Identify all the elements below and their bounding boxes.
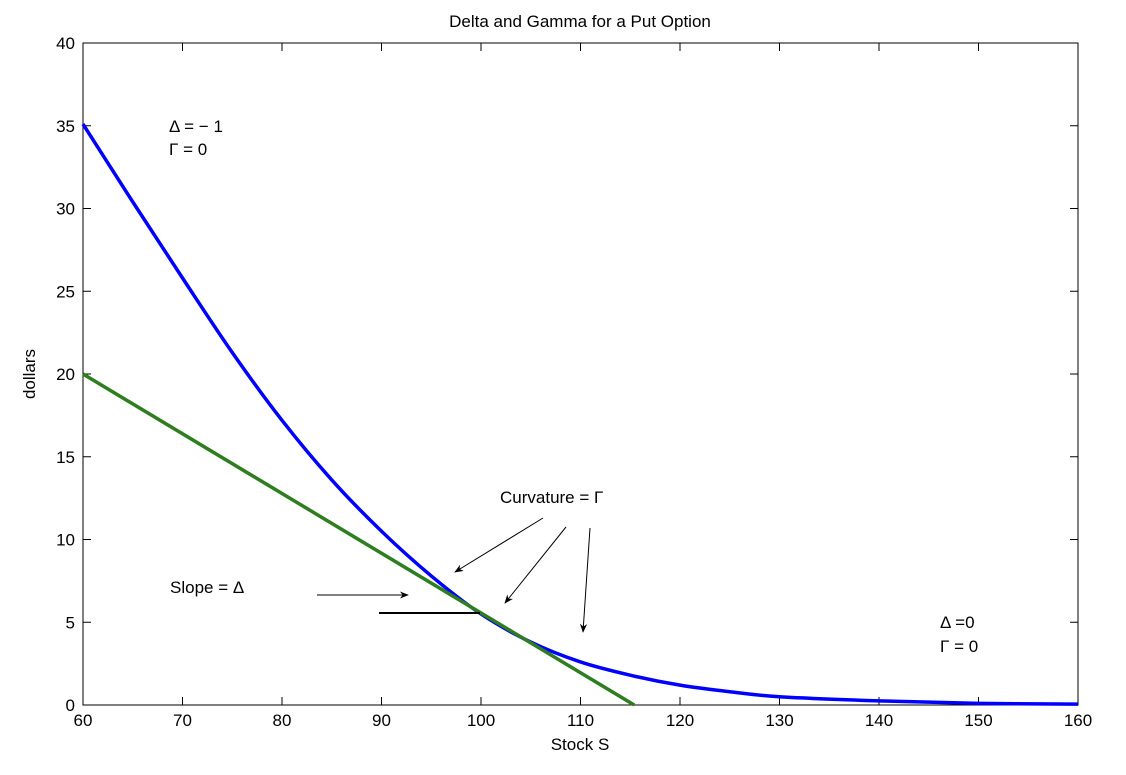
x-tick-label: 80	[273, 711, 292, 730]
y-tick-label: 20	[56, 365, 75, 384]
annotation-delta-minus-one: Δ = − 1	[169, 117, 223, 136]
y-tick-label: 35	[56, 117, 75, 136]
curvature-arrow-2	[504, 526, 567, 604]
x-axis-title: Stock S	[551, 735, 610, 754]
y-ticks: 0 5 10 15 20 25 30 35 40	[56, 34, 1078, 715]
x-tick-label: 130	[765, 711, 793, 730]
x-tick-label: 70	[173, 711, 192, 730]
y-tick-label: 10	[56, 531, 75, 550]
chart-title: Delta and Gamma for a Put Option	[449, 12, 711, 31]
x-tick-label: 90	[372, 711, 391, 730]
y-axis-title: dollars	[20, 349, 39, 399]
y-tick-label: 40	[56, 34, 75, 53]
x-tick-label: 150	[964, 711, 992, 730]
x-tick-label: 160	[1064, 711, 1092, 730]
tangent-series-line	[82, 372, 636, 707]
curvature-arrow-1	[454, 517, 544, 573]
plot-frame	[82, 42, 1079, 706]
x-tick-label: 140	[865, 711, 893, 730]
annotation-slope: Slope = Δ	[170, 578, 244, 597]
annotation-curvature: Curvature = Γ	[500, 488, 603, 507]
x-tick-label: 110	[567, 711, 594, 730]
x-tick-label: 120	[666, 711, 694, 730]
y-tick-label: 30	[56, 200, 75, 219]
annotation-gamma-zero-left: Γ = 0	[169, 140, 207, 159]
y-tick-label: 0	[66, 696, 75, 715]
x-tick-label: 60	[74, 711, 93, 730]
curvature-arrow-3	[579, 527, 591, 633]
put-value-series-line	[81, 123, 1079, 706]
annotation-delta-zero: Δ =0	[940, 613, 975, 632]
y-tick-label: 25	[56, 282, 75, 301]
x-tick-label: 100	[467, 711, 495, 730]
x-ticks: 60 70 80 90 100 110 120 130 140 150 160	[74, 43, 1092, 730]
y-tick-label: 15	[56, 448, 75, 467]
annotation-gamma-zero-right: Γ = 0	[940, 637, 978, 656]
series-layer	[81, 123, 1079, 707]
y-tick-label: 5	[66, 613, 75, 632]
